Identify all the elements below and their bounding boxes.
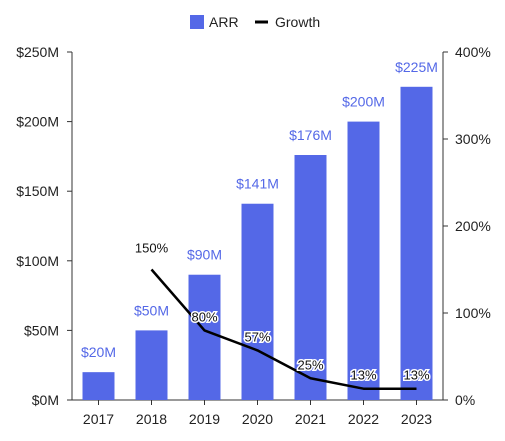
bar-label-2019: $90M <box>187 247 222 263</box>
growth-label-2018: 150% <box>135 241 169 256</box>
right-tick-label: 0% <box>455 392 475 408</box>
x-tick-label: 2021 <box>295 411 326 427</box>
bar-label-2018: $50M <box>134 302 169 318</box>
bar-arr-2023 <box>400 86 433 401</box>
axes: $0M $50M $100M $150M $200M $250M 0% 100% 200% 300… <box>16 44 491 427</box>
x-tick-label: 2022 <box>348 411 379 427</box>
legend: ARR Growth <box>190 14 320 30</box>
bar-label-2023: $225M <box>395 59 438 75</box>
bar-arr-2018 <box>135 330 168 400</box>
growth-label-2023: 13% <box>403 368 429 383</box>
right-tick-label: 300% <box>455 131 491 147</box>
legend-label-growth: Growth <box>275 14 320 30</box>
growth-label-2021: 25% <box>297 357 323 372</box>
bar-arr-2021 <box>294 155 327 400</box>
x-tick-label: 2019 <box>189 411 220 427</box>
left-tick-label: $250M <box>16 44 59 60</box>
bar-arr-2017 <box>82 372 115 400</box>
growth-labels: 150% 80% 57% 25% 13% 13% <box>135 241 432 385</box>
left-tick-label: $50M <box>24 322 59 338</box>
left-tick-label: $150M <box>16 183 59 199</box>
bar-label-2022: $200M <box>342 94 385 110</box>
bar-labels: $20M $50M $90M $141M $176M $200M $225M <box>81 59 438 360</box>
growth-label-2020: 57% <box>244 329 270 344</box>
legend-swatch-arr <box>190 15 204 29</box>
bar-arr-2020 <box>241 203 274 400</box>
left-tick-label: $200M <box>16 114 59 130</box>
x-tick-label: 2018 <box>136 411 167 427</box>
growth-line <box>150 268 417 390</box>
left-tick-label: $0M <box>32 392 59 408</box>
right-tick-label: 100% <box>455 305 491 321</box>
bar-label-2020: $141M <box>236 176 279 192</box>
bars <box>82 86 433 401</box>
x-tick-label: 2017 <box>83 411 114 427</box>
bar-label-2021: $176M <box>289 127 332 143</box>
x-tick-label: 2020 <box>242 411 273 427</box>
legend-label-arr: ARR <box>209 14 239 30</box>
right-tick-label: 400% <box>455 44 491 60</box>
growth-label-2022: 13% <box>350 368 376 383</box>
right-tick-label: 200% <box>455 218 491 234</box>
bar-arr-2019 <box>188 274 221 400</box>
bar-arr-2022 <box>347 121 380 400</box>
growth-polyline <box>150 268 417 390</box>
bar-label-2017: $20M <box>81 344 116 360</box>
x-tick-label: 2023 <box>401 411 432 427</box>
growth-label-2019: 80% <box>191 309 217 324</box>
left-tick-label: $100M <box>16 253 59 269</box>
